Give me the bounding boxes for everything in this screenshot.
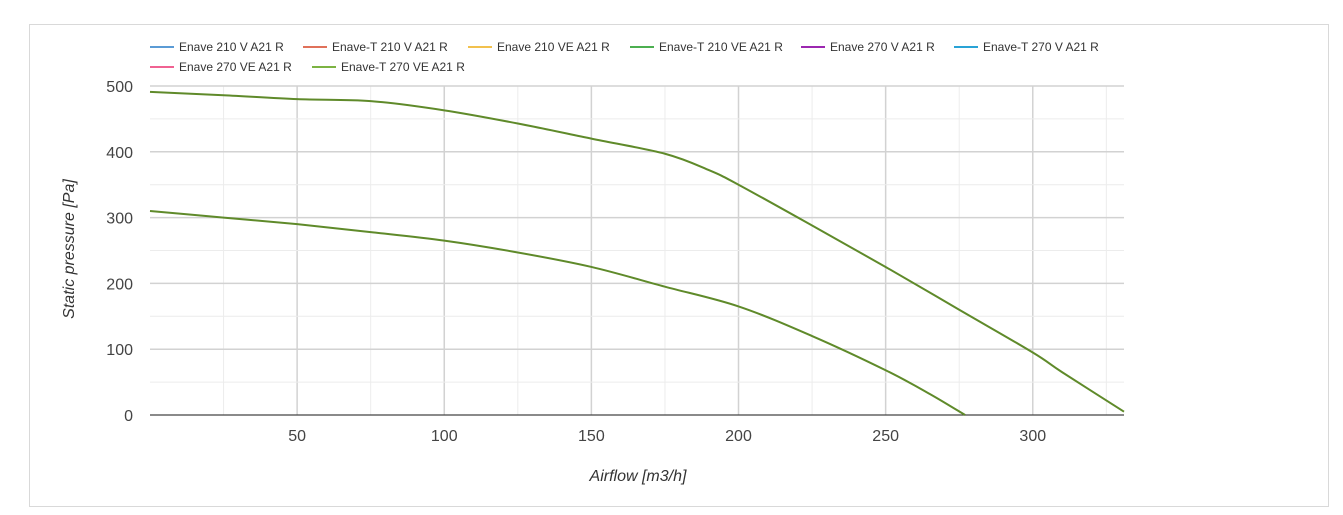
y-tick-label: 500 xyxy=(106,79,133,96)
legend-label: Enave 270 V A21 R xyxy=(830,40,935,54)
legend-swatch xyxy=(150,66,174,68)
legend-item[interactable]: Enave 270 V A21 R xyxy=(801,40,935,54)
legend-swatch xyxy=(312,66,336,68)
x-tick-label: 100 xyxy=(431,428,458,445)
legend-item[interactable]: Enave-T 210 VE A21 R xyxy=(630,40,783,54)
y-tick-label: 0 xyxy=(124,408,133,425)
legend-item[interactable]: Enave-T 210 V A21 R xyxy=(303,40,448,54)
legend-label: Enave-T 270 V A21 R xyxy=(983,40,1099,54)
legend-swatch xyxy=(954,46,978,48)
legend-label: Enave-T 210 VE A21 R xyxy=(659,40,783,54)
x-axis-title: Airflow [m3/h] xyxy=(589,468,687,485)
legend-label: Enave 270 VE A21 R xyxy=(179,60,292,74)
legend-swatch xyxy=(303,46,327,48)
series-line-3 xyxy=(149,210,966,416)
legend-swatch xyxy=(468,46,492,48)
legend-swatch xyxy=(150,46,174,48)
legend-label: Enave 210 V A21 R xyxy=(179,40,284,54)
y-axis-title: Static pressure [Pa] xyxy=(61,179,78,319)
legend-label: Enave-T 210 V A21 R xyxy=(332,40,448,54)
legend-swatch xyxy=(801,46,825,48)
x-tick-label: 200 xyxy=(725,428,752,445)
y-tick-label: 400 xyxy=(106,145,133,162)
legend-label: Enave 210 VE A21 R xyxy=(497,40,610,54)
chart-frame xyxy=(29,24,1329,507)
grid-lines xyxy=(150,85,1124,416)
legend-item[interactable]: Enave 210 V A21 R xyxy=(150,40,284,54)
legend-swatch xyxy=(630,46,654,48)
legend-item[interactable]: Enave-T 270 VE A21 R xyxy=(312,60,465,74)
x-tick-label: 300 xyxy=(1019,428,1046,445)
axis-ticks: 50 100 150 200 250 300 0 100 200 300 400 500 xyxy=(106,79,1046,445)
x-tick-label: 50 xyxy=(288,428,306,445)
y-tick-label: 300 xyxy=(106,211,133,228)
y-tick-label: 100 xyxy=(106,342,133,359)
series-lines xyxy=(149,90,1125,416)
legend-item[interactable]: Enave-T 270 V A21 R xyxy=(954,40,1099,54)
x-tick-label: 250 xyxy=(872,428,899,445)
y-tick-label: 200 xyxy=(106,276,133,293)
legend-item[interactable]: Enave 210 VE A21 R xyxy=(468,40,610,54)
legend-label: Enave-T 270 VE A21 R xyxy=(341,60,465,74)
series-line-7 xyxy=(149,90,1125,413)
legend-item[interactable]: Enave 270 VE A21 R xyxy=(150,60,292,74)
x-tick-label: 150 xyxy=(578,428,605,445)
